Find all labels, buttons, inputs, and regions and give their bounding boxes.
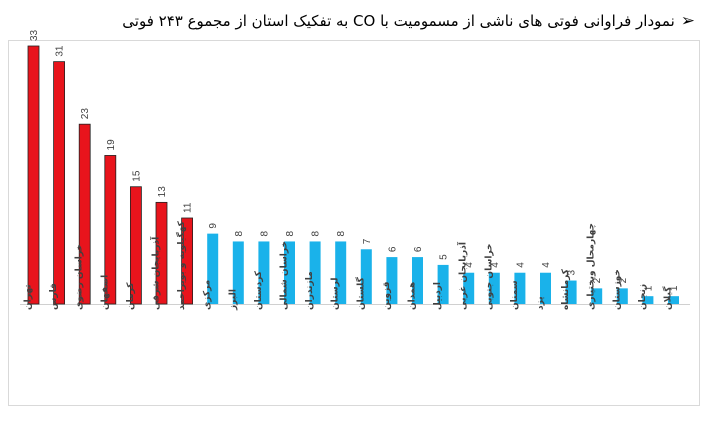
bar-value-label: 8 (336, 230, 347, 236)
bar-value-label: 19 (106, 139, 117, 151)
bar (27, 45, 40, 305)
chart-frame (8, 40, 700, 406)
bar-value-label: 8 (311, 230, 322, 236)
bar-value-label: 13 (157, 186, 168, 198)
bar (232, 241, 244, 304)
category-label: مازندران (305, 271, 315, 310)
bar (155, 201, 168, 305)
category-label: فارس (49, 283, 59, 310)
category-label: آذربایجان شرقی (150, 236, 162, 310)
bar (488, 272, 500, 304)
bar (437, 264, 449, 304)
bar-value-label: 3 (567, 270, 578, 276)
category-label: البرز (228, 289, 238, 311)
bar (540, 272, 551, 304)
arrow-bullet-icon: ➢ (680, 11, 695, 31)
bar (258, 241, 270, 304)
category-label: لرستان (331, 277, 341, 310)
bar (412, 257, 423, 304)
bar-value-label: 4 (515, 262, 526, 268)
bar-value-label: 5 (439, 254, 450, 260)
category-label: زنجان (638, 284, 648, 310)
bar-value-label: 2 (618, 277, 629, 283)
bar (463, 272, 475, 304)
category-label: خراسان رضوی (75, 244, 85, 310)
bar-value-label: 1 (643, 285, 654, 291)
bar-value-label: 1 (669, 285, 680, 291)
category-label: مرکزی (203, 280, 213, 310)
category-label: اردبیل (433, 282, 443, 310)
bar (335, 241, 347, 304)
category-label: تهران (24, 284, 34, 310)
bar (104, 155, 117, 305)
bar (53, 61, 65, 305)
bar (129, 186, 142, 305)
category-label: خراسان جنوبی (484, 243, 494, 310)
bar-value-label: 4 (464, 262, 475, 268)
bar-value-label: 15 (131, 170, 142, 182)
category-label: خوزستان (612, 269, 622, 310)
bar (565, 280, 577, 304)
bar (514, 272, 526, 304)
chart-title: نمودار فراوانی فوتی های ناشی از مسمومیت … (122, 12, 675, 30)
bar (668, 296, 679, 304)
bar (284, 241, 295, 304)
bar-value-label: 7 (362, 238, 373, 244)
bar-value-label: 4 (490, 262, 501, 268)
category-label: گیلان (662, 286, 674, 310)
category-label: همدان (408, 282, 418, 310)
bar-value-label: 6 (413, 246, 424, 252)
bar-value-label: 31 (55, 45, 66, 57)
bar (616, 288, 628, 304)
category-label: گلستان (354, 276, 366, 310)
bar-value-label: 9 (208, 223, 219, 229)
bar (360, 249, 372, 304)
bar (386, 257, 398, 304)
bar-value-label: 2 (592, 277, 603, 283)
bar (309, 241, 321, 304)
category-label: کهگیلویه و بویراحمد (175, 220, 187, 310)
bar-value-label: 6 (387, 246, 398, 252)
bar (591, 288, 603, 304)
bar-value-label: 4 (541, 262, 552, 268)
bar (207, 233, 219, 304)
bar (181, 217, 194, 305)
bar (78, 123, 91, 305)
category-label: کردستان (254, 270, 264, 310)
category-label: کرمان (126, 282, 136, 310)
chart-title-row: ➢ نمودار فراوانی فوتی های ناشی از مسمومی… (10, 6, 695, 36)
bar-value-label: 8 (259, 230, 270, 236)
bar-value-label: 33 (29, 29, 40, 41)
category-label: کرمانشاه (561, 268, 571, 310)
bar-value-label: 8 (234, 230, 245, 236)
bar-value-label: 8 (285, 230, 296, 236)
category-label: اصفهان (100, 275, 110, 310)
bar-value-label: 23 (80, 108, 91, 120)
category-label: آذربایجان غربی (457, 241, 469, 310)
category-label: خراسان شمالی (280, 241, 290, 310)
bar (642, 296, 654, 304)
category-label: قزوین (382, 281, 392, 310)
category-label: چهارمحال وبختیاری (587, 223, 597, 310)
category-label: یزد (536, 296, 546, 310)
category-label: سمنان (510, 280, 520, 310)
bar-value-label: 11 (183, 202, 194, 213)
